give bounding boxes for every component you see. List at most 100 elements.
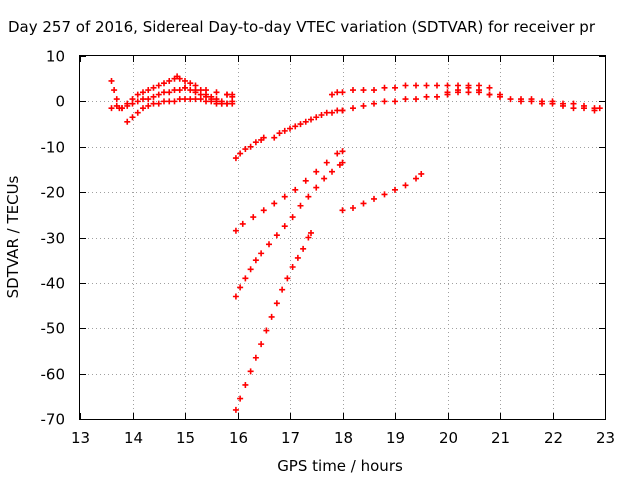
data-point xyxy=(247,368,254,375)
data-point xyxy=(252,354,259,361)
data-point xyxy=(281,127,288,134)
data-point xyxy=(176,75,183,82)
data-point xyxy=(392,186,398,193)
data-point xyxy=(381,84,388,91)
data-point xyxy=(518,98,524,105)
data-point xyxy=(350,87,356,94)
data-point xyxy=(155,82,162,89)
data-point xyxy=(497,93,503,100)
data-point xyxy=(145,102,152,109)
x-tick-label: 20 xyxy=(439,429,458,447)
data-point xyxy=(402,82,409,89)
data-point xyxy=(124,102,131,109)
data-point xyxy=(292,123,299,130)
data-point xyxy=(334,107,341,114)
data-point xyxy=(203,87,209,94)
data-point xyxy=(329,109,335,116)
data-point xyxy=(232,406,239,413)
data-point xyxy=(302,118,309,125)
data-point xyxy=(203,98,209,105)
data-point xyxy=(279,286,286,293)
data-point xyxy=(111,87,118,94)
data-point xyxy=(423,82,430,89)
data-point xyxy=(113,102,120,109)
data-point xyxy=(237,395,244,402)
data-point xyxy=(140,96,146,103)
data-point xyxy=(360,87,367,94)
x-tick-label: 18 xyxy=(334,429,353,447)
data-point xyxy=(263,327,270,334)
data-point xyxy=(549,100,556,107)
data-point xyxy=(334,150,341,157)
data-point xyxy=(434,93,440,100)
data-point xyxy=(334,89,341,96)
data-point xyxy=(273,232,280,239)
data-point xyxy=(218,100,225,107)
data-point xyxy=(273,300,280,307)
data-point xyxy=(176,96,183,103)
y-tick-label: -70 xyxy=(41,411,66,429)
data-point xyxy=(381,191,388,198)
data-point xyxy=(339,207,346,214)
data-point xyxy=(242,146,249,153)
x-tick-label: 17 xyxy=(281,429,300,447)
data-point xyxy=(134,98,141,105)
data-point xyxy=(371,100,377,107)
data-point xyxy=(266,241,272,248)
x-tick-label: 16 xyxy=(229,429,248,447)
data-point xyxy=(232,155,239,162)
axis-ticks: 13 14 15 16 17 18 19 20 21 22 23 10 0 -10 -20 -30 -40 -50… xyxy=(41,48,616,448)
x-tick-label: 14 xyxy=(124,429,143,447)
data-point xyxy=(444,82,451,89)
data-point xyxy=(413,175,419,182)
data-point xyxy=(242,275,249,282)
data-point xyxy=(271,200,278,207)
data-point xyxy=(129,100,136,107)
data-points xyxy=(108,73,603,413)
data-point xyxy=(329,91,335,98)
data-point xyxy=(166,77,173,84)
data-point xyxy=(171,87,178,94)
data-point xyxy=(300,245,307,252)
data-point xyxy=(237,150,244,157)
data-point xyxy=(108,105,115,112)
data-point xyxy=(423,93,430,100)
data-point xyxy=(197,96,204,103)
data-point xyxy=(596,105,603,112)
data-point xyxy=(350,105,356,112)
data-point xyxy=(258,341,265,348)
data-point xyxy=(297,202,304,209)
data-point xyxy=(145,87,152,94)
data-point xyxy=(444,89,451,96)
y-axis-label: SDTVAR / TECUs xyxy=(4,175,22,298)
data-point xyxy=(134,109,141,116)
data-point xyxy=(591,107,598,114)
y-tick-label: -30 xyxy=(41,230,66,248)
data-point xyxy=(434,82,440,89)
data-point xyxy=(313,184,320,191)
data-point xyxy=(124,118,131,125)
data-point xyxy=(305,234,312,241)
data-point xyxy=(232,227,239,234)
data-point xyxy=(281,193,288,200)
x-tick-label: 22 xyxy=(544,429,563,447)
data-point xyxy=(161,98,167,105)
data-point xyxy=(313,168,320,175)
data-point xyxy=(581,105,587,112)
data-point xyxy=(145,96,152,103)
x-axis-label: GPS time / hours xyxy=(277,457,403,475)
data-point xyxy=(268,313,275,320)
plot-frame xyxy=(79,55,606,420)
data-point xyxy=(232,293,239,300)
data-point xyxy=(360,102,367,109)
data-point xyxy=(339,148,346,155)
data-point xyxy=(371,195,377,202)
data-point xyxy=(308,229,314,236)
data-point xyxy=(239,220,246,227)
data-point xyxy=(252,257,259,264)
y-tick-label: -10 xyxy=(41,139,66,157)
y-tick-label: -40 xyxy=(41,275,66,293)
data-point xyxy=(229,91,236,98)
data-point xyxy=(287,125,293,132)
x-tick-label: 13 xyxy=(71,429,90,447)
